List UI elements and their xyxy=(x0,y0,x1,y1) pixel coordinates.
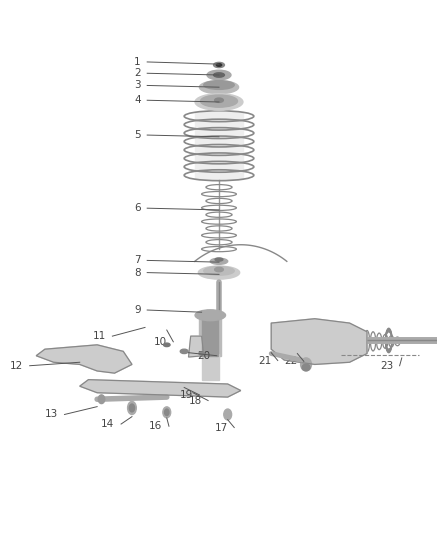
Bar xyxy=(201,353,219,379)
Text: 17: 17 xyxy=(215,423,228,433)
Ellipse shape xyxy=(215,258,223,261)
Ellipse shape xyxy=(199,80,239,94)
Ellipse shape xyxy=(163,343,170,346)
Ellipse shape xyxy=(215,268,223,272)
Text: 20: 20 xyxy=(197,351,210,361)
Text: 8: 8 xyxy=(134,268,141,278)
Text: 9: 9 xyxy=(134,305,141,315)
Bar xyxy=(195,112,243,180)
Text: 5: 5 xyxy=(134,130,141,140)
Polygon shape xyxy=(271,319,367,365)
Bar xyxy=(202,315,218,356)
Text: 6: 6 xyxy=(134,203,141,213)
Polygon shape xyxy=(188,336,204,357)
Ellipse shape xyxy=(180,349,188,353)
Text: 13: 13 xyxy=(45,409,58,419)
Ellipse shape xyxy=(204,266,234,275)
Text: 14: 14 xyxy=(101,419,115,429)
Ellipse shape xyxy=(214,62,224,68)
Text: 21: 21 xyxy=(258,356,271,366)
Ellipse shape xyxy=(300,358,311,371)
Ellipse shape xyxy=(163,407,171,418)
Text: 19: 19 xyxy=(180,390,193,400)
Text: 16: 16 xyxy=(149,421,162,431)
Text: 11: 11 xyxy=(92,331,106,341)
Ellipse shape xyxy=(204,80,234,90)
Text: 7: 7 xyxy=(134,255,141,265)
Ellipse shape xyxy=(195,94,243,110)
Ellipse shape xyxy=(129,404,134,412)
Polygon shape xyxy=(80,379,241,397)
Text: 23: 23 xyxy=(380,361,393,371)
Ellipse shape xyxy=(216,63,222,66)
Ellipse shape xyxy=(214,73,224,77)
Text: 10: 10 xyxy=(154,337,167,347)
Text: 12: 12 xyxy=(10,361,23,371)
Ellipse shape xyxy=(201,95,237,107)
Ellipse shape xyxy=(165,409,169,416)
Ellipse shape xyxy=(302,364,310,371)
Text: 22: 22 xyxy=(284,357,297,366)
Ellipse shape xyxy=(98,395,105,403)
Text: 18: 18 xyxy=(188,395,201,406)
Text: 2: 2 xyxy=(134,68,141,78)
Ellipse shape xyxy=(224,409,232,420)
Ellipse shape xyxy=(198,266,240,279)
Ellipse shape xyxy=(195,310,226,321)
Ellipse shape xyxy=(210,258,228,264)
Ellipse shape xyxy=(207,70,231,80)
Text: 3: 3 xyxy=(134,80,141,91)
Ellipse shape xyxy=(199,352,204,355)
Ellipse shape xyxy=(215,98,223,102)
Text: 1: 1 xyxy=(134,57,141,67)
Text: 4: 4 xyxy=(134,95,141,105)
Ellipse shape xyxy=(127,401,136,415)
Polygon shape xyxy=(36,345,132,373)
Bar xyxy=(199,315,221,356)
